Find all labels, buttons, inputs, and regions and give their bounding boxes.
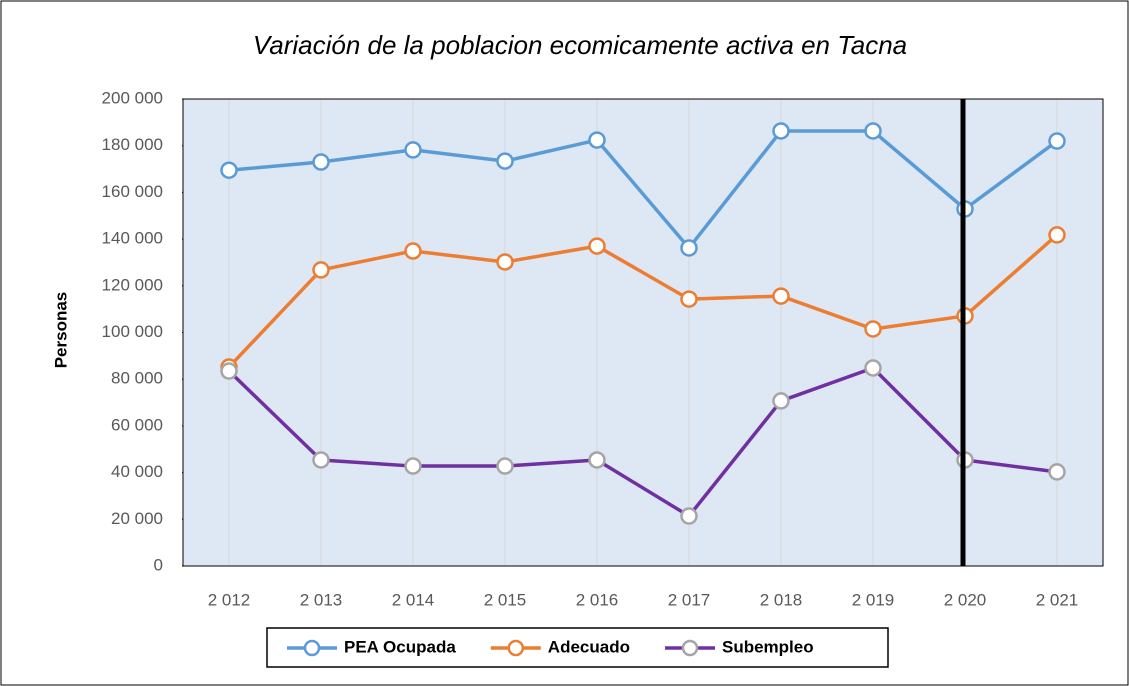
data-point — [588, 451, 606, 469]
series-line — [227, 233, 1059, 369]
data-point — [1048, 226, 1066, 244]
data-point — [312, 153, 330, 171]
data-point — [864, 359, 882, 377]
x-tick-label: 2 021 — [1036, 590, 1079, 609]
y-tick-label: 40 000 — [111, 462, 163, 481]
y-tick-label: 120 000 — [102, 275, 163, 294]
data-point — [404, 457, 422, 475]
legend: PEA Ocupada Adecuado Subempleo — [287, 637, 814, 656]
x-tick-label: 2 013 — [300, 590, 343, 609]
data-point — [496, 152, 514, 170]
data-point — [1048, 132, 1066, 150]
data-point — [680, 507, 698, 525]
plot-border — [182, 98, 1104, 567]
data-point — [588, 131, 606, 149]
series-layer — [220, 122, 1066, 525]
series-line — [228, 129, 1059, 250]
y-tick-label: 0 — [154, 555, 163, 574]
data-point — [220, 362, 238, 380]
x-tick-label: 2 017 — [668, 590, 711, 609]
x-tick-label: 2 020 — [944, 590, 987, 609]
data-point — [312, 261, 330, 279]
y-tick-label: 20 000 — [111, 509, 163, 528]
x-tick-label: 2 012 — [208, 590, 251, 609]
data-point — [1048, 463, 1066, 481]
x-tick-label: 2 019 — [852, 590, 895, 609]
y-axis-label: Personas — [51, 292, 70, 369]
data-point — [772, 122, 790, 140]
legend-marker — [507, 639, 525, 657]
y-tick-label: 80 000 — [111, 369, 163, 388]
data-point — [496, 457, 514, 475]
data-point — [680, 239, 698, 257]
data-point — [588, 237, 606, 255]
y-tick-label: 160 000 — [102, 182, 163, 201]
x-tick-label: 2 018 — [760, 590, 803, 609]
x-tick-label: 2 014 — [392, 590, 435, 609]
data-point — [404, 141, 422, 159]
data-point — [404, 242, 422, 260]
x-tick-label: 2 015 — [484, 590, 527, 609]
legend-label: Adecuado — [548, 637, 630, 656]
y-tick-label: 200 000 — [102, 88, 163, 107]
data-point — [220, 161, 238, 179]
y-tick-label: 60 000 — [111, 415, 163, 434]
legend-marker — [303, 639, 321, 657]
y-tick-label: 100 000 — [102, 322, 163, 341]
legend-marker — [681, 639, 699, 657]
data-point — [312, 451, 330, 469]
data-point — [864, 122, 882, 140]
data-point — [772, 287, 790, 305]
data-point — [772, 392, 790, 410]
data-point — [864, 320, 882, 338]
data-point — [680, 290, 698, 308]
legend-box — [266, 627, 889, 668]
series-line — [227, 366, 1058, 518]
y-tick-label: 140 000 — [102, 229, 163, 248]
x-tick-label: 2 016 — [576, 590, 619, 609]
legend-label: Subempleo — [722, 637, 814, 656]
legend-label: PEA Ocupada — [344, 637, 456, 656]
y-tick-label: 180 000 — [102, 135, 163, 154]
chart-title: Variación de la poblacion ecomicamente a… — [253, 30, 907, 60]
data-point — [496, 253, 514, 271]
